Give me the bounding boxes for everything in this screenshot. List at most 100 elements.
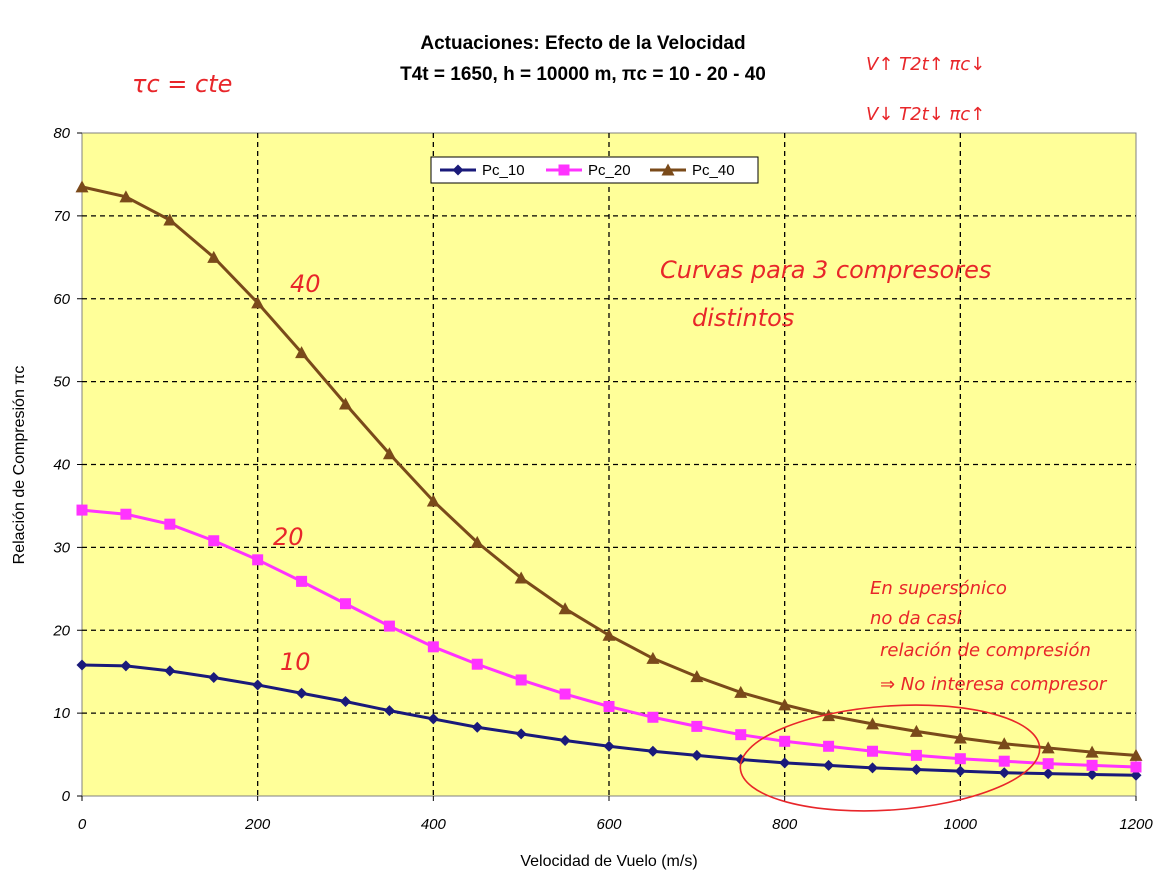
data-point [1042,768,1054,780]
legend-box [430,156,759,184]
data-point [164,665,176,677]
data-point [252,554,264,566]
data-point [470,535,484,548]
data-point [515,728,527,740]
annotation-label-10: 10 [280,648,311,676]
data-point [735,729,747,741]
data-point [207,250,221,263]
data-point [427,641,439,653]
data-point [471,658,483,670]
x-tick-label: 400 [421,816,447,833]
series-Pc_40 [75,180,1143,761]
data-point [296,687,308,699]
y-tick-label: 20 [52,622,70,639]
data-point [119,190,133,203]
data-point [866,717,879,730]
y-tick-label: 0 [62,788,71,805]
data-point [954,765,966,777]
y-axis-label: Relación de Compresión πc [11,366,28,565]
data-point [76,504,88,516]
data-point [427,713,439,725]
x-tick-label: 1000 [944,816,978,833]
x-tick-label: 600 [596,816,622,833]
data-point [120,508,132,520]
data-point [164,518,176,530]
data-point [383,705,395,717]
annotation-note-line2: no da casi [870,608,962,629]
data-point [1130,761,1142,773]
x-tick-label: 800 [772,816,798,833]
series-group [75,180,1143,781]
data-point [778,698,792,711]
data-point [691,720,703,732]
data-point [603,700,615,712]
data-point [252,679,264,691]
x-tick-label: 1200 [1119,816,1153,833]
data-point [1129,748,1143,761]
data-point [779,735,791,747]
data-point [559,688,571,700]
data-point [515,674,527,686]
x-axis-label: Velocidad de Vuelo (m/s) [520,853,697,870]
data-point [340,598,351,610]
legend-swatch-marker [661,163,675,176]
series-Pc_20 [76,504,1142,773]
legend-item-Pc_40: Pc_40 [650,162,735,179]
legend-item-Pc_20: Pc_20 [546,162,631,179]
x-tick-label: 0 [78,816,87,833]
data-point [909,724,923,737]
data-point [1086,759,1098,771]
data-point [997,737,1011,750]
legend-label: Pc_40 [692,162,735,179]
data-point [559,734,571,746]
chart-title: Actuaciones: Efecto de la Velocidad [420,33,745,54]
data-point [823,759,835,771]
data-point [251,296,265,309]
annotation-curvas-line1: Curvas para 3 compresores [660,256,991,284]
y-tick-label: 40 [53,457,70,474]
y-tick-label: 60 [53,291,70,308]
data-point [910,763,922,775]
y-tick-label: 70 [53,208,70,225]
annotation-rule-1: V↑ T2t↑ πc↓ [866,54,985,75]
annotation-circle [739,704,1041,812]
series-Pc_10 [76,659,1142,781]
legend-label: Pc_20 [588,162,631,179]
x-axis-ticks: 0 200 400 600 800 1000 1200 [78,796,1153,833]
data-point [603,740,615,752]
data-point [340,696,351,708]
data-point [75,180,89,193]
data-point [383,620,395,632]
data-point [1085,745,1099,758]
y-tick-label: 30 [53,539,70,556]
legend-swatch-marker [452,164,464,176]
data-point [295,346,309,359]
data-point [120,660,132,672]
data-point [558,602,572,615]
legend-swatch-marker [558,164,570,176]
y-tick-label: 10 [53,705,70,722]
chart-subtitle: T4t = 1650, h = 10000 m, πc = 10 - 20 - … [400,64,766,85]
legend: Pc_10 Pc_20 Pc_40 [430,156,759,184]
data-point [647,745,659,757]
data-point [296,575,308,587]
legend-label: Pc_10 [482,162,525,179]
data-point [691,749,703,761]
data-point [163,213,177,226]
annotation-tc-cte: τc = cte [132,70,232,98]
annotation-note-line1: En supersónico [870,578,1007,599]
annotation-label-40: 40 [290,270,321,298]
data-point [602,628,616,641]
data-point [954,753,966,765]
data-point [514,571,528,584]
data-point [76,659,88,671]
data-point [779,757,791,769]
annotation-label-20: 20 [273,523,304,551]
data-point [953,731,967,744]
data-point [822,709,836,722]
data-point [208,671,220,683]
data-point [1130,769,1142,781]
data-point [646,651,660,664]
y-tick-label: 50 [53,374,70,391]
